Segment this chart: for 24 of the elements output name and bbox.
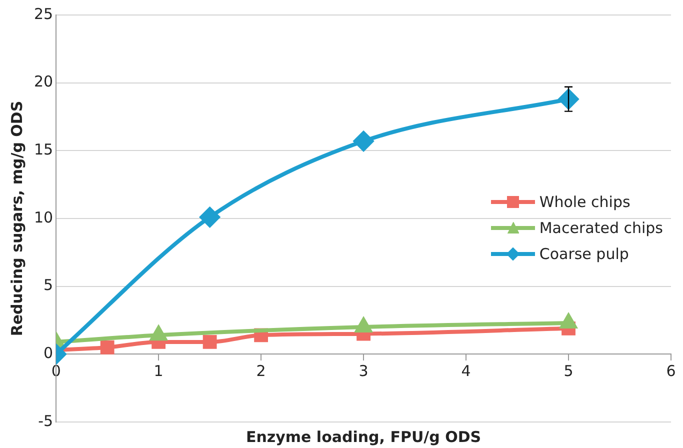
x-tick-label: 4 xyxy=(461,362,471,380)
point xyxy=(200,207,220,228)
x-tick-label: 6 xyxy=(666,362,676,380)
legend-label: Coarse pulp xyxy=(539,244,629,262)
x-tick-label: 1 xyxy=(154,362,164,380)
x-tick-label: 3 xyxy=(358,362,368,380)
y-tick-label: 10 xyxy=(34,208,54,226)
x-axis-title: Enzyme loading, FPU/g ODS xyxy=(244,428,482,446)
point xyxy=(354,131,374,152)
x-tick-label: 5 xyxy=(564,362,574,380)
legend-label: Macerated chips xyxy=(539,218,663,236)
y-tick-label: 15 xyxy=(34,140,54,159)
x-tick-label: 2 xyxy=(256,362,266,380)
y-tick-label: 0 xyxy=(44,344,54,362)
y-tick-label: 20 xyxy=(34,72,54,91)
y-axis-title: Reducing sugars, mg/g ODS xyxy=(8,100,26,336)
legend-label: Whole chips xyxy=(539,192,630,210)
y-tick-label: 25 xyxy=(34,4,54,23)
point xyxy=(100,340,114,354)
point xyxy=(150,326,167,341)
point xyxy=(355,318,372,333)
y-tick-label: -5 xyxy=(38,412,54,430)
point xyxy=(202,335,217,349)
y-tick-label: 5 xyxy=(44,276,54,294)
